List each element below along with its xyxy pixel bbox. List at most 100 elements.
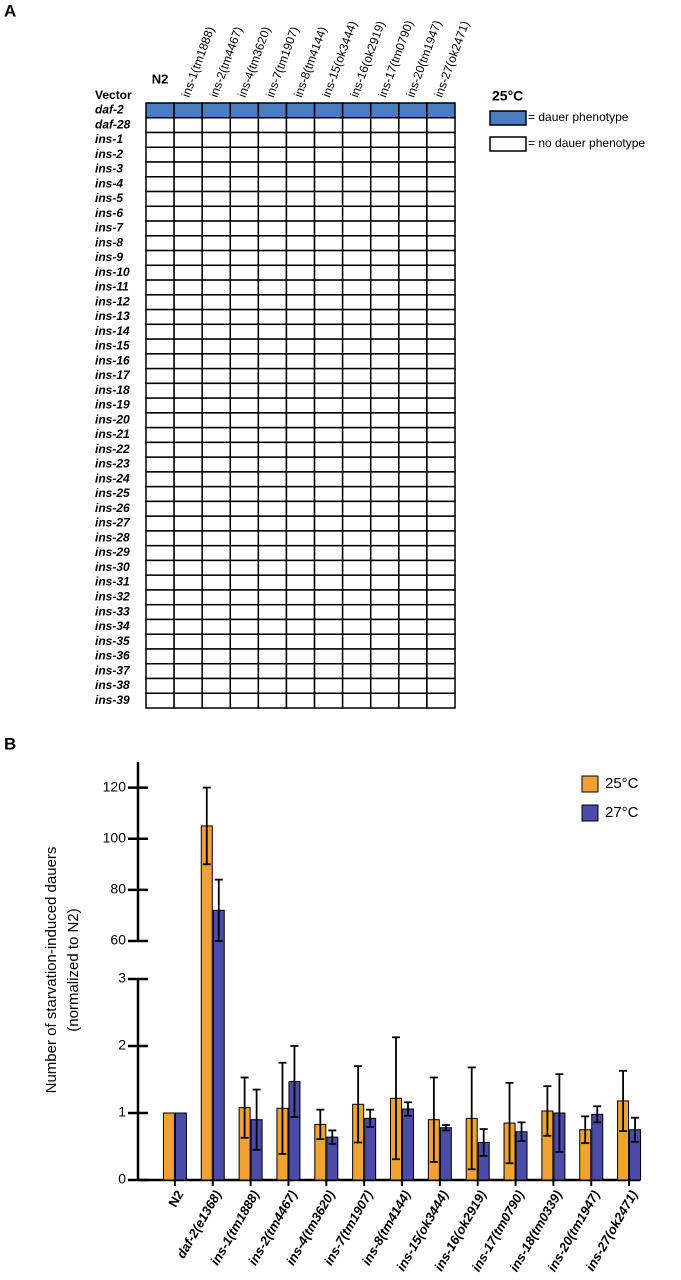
grid-cell — [145, 544, 175, 562]
grid-cell — [426, 131, 456, 149]
row-label: ins-14 — [95, 324, 130, 338]
grid-cell — [313, 249, 344, 267]
grid-cell — [173, 441, 203, 458]
row-label: ins-7 — [95, 221, 124, 235]
grid-cell — [313, 559, 344, 576]
grid-cell — [145, 471, 175, 488]
grid-cell — [398, 589, 428, 606]
grid-cell — [229, 294, 260, 311]
grid-cell — [145, 397, 175, 414]
grid-cell — [229, 397, 260, 414]
grid-cell — [257, 249, 288, 267]
grid-cell — [229, 220, 260, 237]
grid-cell — [426, 176, 456, 193]
row-label: ins-32 — [95, 590, 130, 604]
y-tick-label: 60 — [110, 932, 126, 948]
legend-swatch — [581, 804, 599, 822]
grid-cell — [173, 633, 203, 650]
grid-cell — [426, 456, 456, 473]
grid-cell — [145, 323, 175, 340]
grid-cell — [201, 367, 232, 385]
grid-cell — [426, 485, 456, 503]
grid-cell — [369, 530, 400, 547]
legend-label: = no dauer phenotype — [528, 136, 645, 150]
grid-cell — [257, 220, 288, 237]
grid-cell — [369, 648, 400, 665]
row-label: ins-4 — [95, 176, 123, 190]
grid-cell — [369, 412, 400, 429]
grid-cell — [341, 648, 372, 665]
grid-cell — [173, 559, 203, 576]
grid-cell — [426, 249, 456, 267]
grid-cell — [341, 456, 372, 473]
grid-cell — [229, 382, 260, 399]
grid-cell — [341, 382, 372, 399]
grid-cell — [285, 397, 316, 414]
grid-cell — [257, 677, 288, 694]
grid-cell — [229, 367, 260, 385]
grid-cell — [229, 117, 260, 134]
y-tick-label: 2 — [118, 1037, 126, 1053]
grid-cell — [285, 677, 316, 694]
grid-cell — [398, 471, 428, 488]
grid-cell — [426, 559, 456, 576]
grid-cell — [201, 692, 232, 709]
grid-cell — [145, 146, 175, 163]
grid-cell — [145, 308, 175, 326]
grid-cell — [173, 235, 203, 252]
grid-cell — [201, 338, 232, 355]
row-label: ins-8 — [95, 235, 123, 249]
grid-cell — [173, 294, 203, 311]
grid-cell — [398, 220, 428, 237]
grid-cell — [398, 323, 428, 340]
grid-cell — [173, 485, 203, 503]
grid-cell — [257, 367, 288, 385]
grid-cell — [369, 323, 400, 340]
grid-cell — [173, 176, 203, 193]
row-label: ins-5 — [95, 191, 123, 205]
grid-cell — [173, 146, 203, 163]
grid-cell — [173, 249, 203, 267]
grid-cell — [173, 412, 203, 429]
grid-cell — [341, 338, 372, 355]
grid-cell — [398, 574, 428, 591]
legend-label: 27°C — [605, 804, 639, 821]
grid-cell — [229, 648, 260, 665]
grid-cell — [426, 279, 456, 296]
grid-cell — [426, 441, 456, 458]
grid-cell — [201, 279, 232, 296]
grid-cell — [341, 530, 372, 547]
grid-cell — [369, 544, 400, 562]
grid-cell — [341, 131, 372, 149]
bar — [162, 1112, 175, 1181]
grid-cell — [257, 618, 288, 635]
grid-cell — [341, 485, 372, 503]
grid-cell — [173, 677, 203, 694]
grid-cell — [398, 692, 428, 709]
grid-cell — [145, 412, 175, 429]
grid-cell — [201, 412, 232, 429]
grid-cell — [398, 131, 428, 149]
grid-cell — [369, 677, 400, 694]
grid-cell — [201, 102, 232, 119]
grid-cell — [426, 500, 456, 517]
grid-cell — [313, 190, 344, 208]
row-label: ins-30 — [95, 560, 130, 574]
grid-cell — [285, 412, 316, 429]
grid-cell — [313, 500, 344, 517]
grid-cell — [257, 308, 288, 326]
bar — [212, 909, 225, 1181]
grid-cell — [398, 161, 428, 178]
grid-cell — [173, 323, 203, 340]
grid-cell — [173, 574, 203, 591]
row-label: ins-24 — [95, 471, 130, 485]
row-label: ins-10 — [95, 265, 130, 279]
grid-cell — [257, 190, 288, 208]
grid-cell — [229, 456, 260, 473]
grid-cell — [313, 618, 344, 635]
grid-cell — [173, 338, 203, 355]
grid-cell — [426, 205, 456, 222]
grid-cell — [426, 308, 456, 326]
grid-cell — [201, 249, 232, 267]
grid-cell — [145, 603, 175, 621]
